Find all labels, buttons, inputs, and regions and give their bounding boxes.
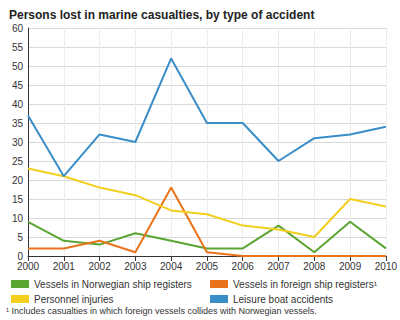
svg-text:Vessels in foreign ship regist: Vessels in foreign ship registers¹: [233, 279, 378, 290]
svg-text:45: 45: [12, 80, 24, 91]
svg-text:2007: 2007: [267, 261, 290, 272]
svg-text:2000: 2000: [17, 261, 40, 272]
svg-text:2010: 2010: [375, 261, 398, 272]
svg-text:2001: 2001: [53, 261, 76, 272]
svg-text:15: 15: [12, 194, 24, 205]
svg-text:50: 50: [12, 61, 24, 72]
svg-text:2005: 2005: [196, 261, 219, 272]
svg-text:0: 0: [17, 250, 23, 262]
svg-text:20: 20: [12, 175, 24, 186]
svg-text:Persons lost in marine casualt: Persons lost in marine casualties, by ty…: [9, 8, 314, 22]
svg-text:Personnel injuries: Personnel injuries: [34, 294, 114, 305]
svg-text:2003: 2003: [124, 261, 147, 272]
svg-text:2006: 2006: [232, 261, 255, 272]
svg-text:35: 35: [12, 118, 24, 129]
svg-text:2008: 2008: [303, 261, 326, 272]
svg-text:10: 10: [12, 213, 24, 224]
svg-text:¹ Includes casualties in which: ¹ Includes casualties in which foreign v…: [6, 306, 317, 316]
svg-text:60: 60: [12, 23, 24, 34]
svg-text:30: 30: [12, 137, 24, 148]
svg-text:Leisure boat accidents: Leisure boat accidents: [233, 294, 333, 305]
svg-text:25: 25: [12, 156, 24, 167]
svg-text:5: 5: [17, 232, 23, 243]
svg-text:2004: 2004: [160, 261, 183, 272]
svg-text:2002: 2002: [88, 261, 111, 272]
svg-text:2009: 2009: [339, 261, 362, 272]
svg-text:40: 40: [12, 99, 24, 110]
svg-text:Vessels in Norwegian ship regi: Vessels in Norwegian ship registers: [34, 279, 192, 290]
svg-text:55: 55: [12, 42, 24, 53]
